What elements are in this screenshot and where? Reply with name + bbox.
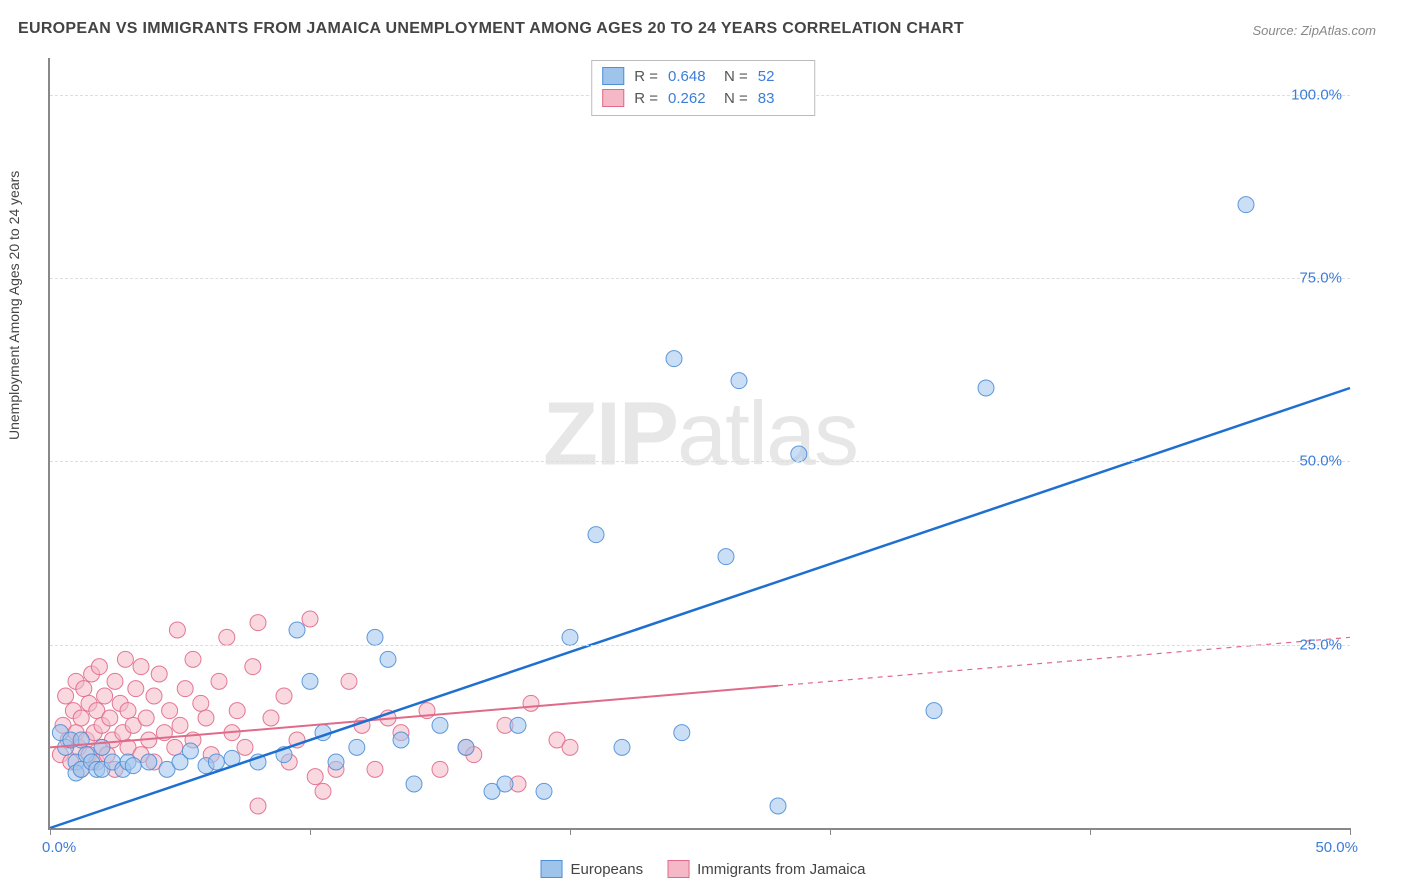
swatch-europeans [541,860,563,878]
legend-item-europeans: Europeans [541,860,644,878]
scatter-chart [50,58,1350,828]
y-tick-label: 25.0% [1299,636,1342,653]
x-tick-label: 50.0% [1315,839,1358,856]
x-tick [570,828,571,835]
stats-row-europeans: R = 0.648 N = 52 [602,65,804,87]
gridline [50,461,1350,462]
y-tick-label: 75.0% [1299,270,1342,287]
swatch-jamaica [602,89,624,107]
x-tick [1350,828,1351,835]
x-tick [310,828,311,835]
gridline [50,278,1350,279]
y-tick-label: 50.0% [1299,453,1342,470]
x-tick [50,828,51,835]
bottom-legend: Europeans Immigrants from Jamaica [541,860,866,878]
plot-area: ZIPatlas 25.0%50.0%75.0%100.0%0.0%50.0% [48,58,1350,830]
chart-title: EUROPEAN VS IMMIGRANTS FROM JAMAICA UNEM… [18,20,964,38]
x-tick-label: 0.0% [42,839,76,856]
stats-row-jamaica: R = 0.262 N = 83 [602,87,804,109]
stats-legend-box: R = 0.648 N = 52 R = 0.262 N = 83 [591,60,815,116]
gridline [50,645,1350,646]
source-label: Source: ZipAtlas.com [1252,23,1376,38]
x-tick [830,828,831,835]
y-axis-label: Unemployment Among Ages 20 to 24 years [6,171,22,440]
swatch-europeans [602,67,624,85]
y-tick-label: 100.0% [1291,86,1342,103]
x-tick [1090,828,1091,835]
legend-item-jamaica: Immigrants from Jamaica [667,860,865,878]
swatch-jamaica [667,860,689,878]
